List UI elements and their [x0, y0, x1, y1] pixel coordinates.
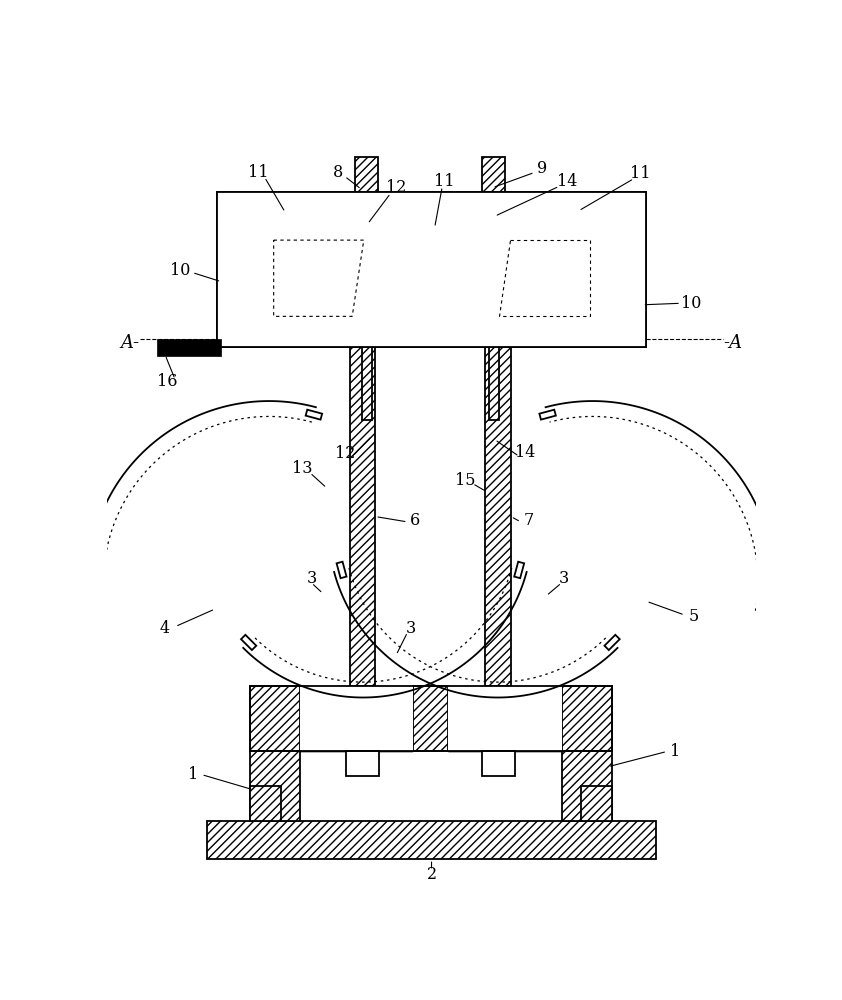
Bar	[157, 339, 221, 356]
Polygon shape	[759, 604, 767, 620]
Polygon shape	[498, 240, 590, 316]
Bar	[362, 347, 372, 420]
Bar	[355, 157, 378, 192]
Polygon shape	[605, 635, 620, 650]
Text: 3: 3	[559, 570, 569, 587]
Polygon shape	[274, 240, 364, 316]
Text: 13: 13	[292, 460, 312, 477]
Text: 14: 14	[515, 444, 536, 461]
Bar	[269, 229, 368, 320]
Bar	[300, 686, 413, 751]
Text: 12: 12	[386, 179, 407, 196]
Bar	[562, 751, 611, 821]
Text: 1: 1	[669, 743, 680, 760]
Text: 14: 14	[557, 173, 578, 190]
Text: 6: 6	[410, 512, 420, 529]
Bar	[489, 347, 499, 420]
Bar	[217, 192, 647, 347]
Text: 10: 10	[170, 262, 190, 279]
Text: 11: 11	[434, 173, 454, 190]
Bar	[217, 320, 647, 347]
Text: 16: 16	[157, 373, 178, 390]
Bar	[217, 229, 269, 320]
Text: 3: 3	[406, 620, 416, 637]
Bar	[494, 229, 594, 320]
Text: 2: 2	[426, 866, 437, 883]
Bar	[350, 347, 376, 686]
Polygon shape	[94, 604, 103, 620]
Bar	[250, 686, 300, 751]
Polygon shape	[306, 410, 322, 420]
Text: -A: -A	[723, 334, 743, 352]
Text: 5: 5	[689, 608, 699, 625]
Bar	[207, 821, 656, 859]
Polygon shape	[241, 635, 256, 650]
Bar	[413, 686, 449, 751]
Bar	[368, 229, 494, 320]
Bar	[489, 229, 499, 320]
Polygon shape	[300, 709, 413, 751]
Bar	[449, 686, 562, 751]
Bar	[482, 157, 505, 192]
Bar	[562, 686, 611, 751]
Polygon shape	[337, 562, 347, 578]
Text: 9: 9	[537, 160, 547, 177]
Text: 11: 11	[630, 165, 650, 182]
Bar	[581, 786, 611, 821]
Text: 1: 1	[189, 766, 199, 783]
Text: 3: 3	[306, 570, 317, 587]
Text: 12: 12	[335, 445, 355, 462]
Bar	[594, 229, 647, 320]
Polygon shape	[449, 709, 562, 751]
Bar	[482, 751, 514, 776]
Bar	[346, 751, 379, 776]
Polygon shape	[540, 410, 556, 420]
Bar	[486, 347, 511, 686]
Text: 8: 8	[333, 164, 344, 181]
Bar	[250, 786, 280, 821]
Text: 10: 10	[681, 295, 701, 312]
Bar	[217, 192, 647, 229]
Text: 11: 11	[248, 164, 269, 181]
Bar	[362, 229, 372, 320]
Text: 4: 4	[160, 620, 170, 637]
Polygon shape	[514, 562, 525, 578]
Bar	[250, 751, 300, 821]
Text: A-: A-	[120, 334, 140, 352]
Text: 7: 7	[524, 512, 534, 529]
Text: 15: 15	[456, 472, 476, 489]
